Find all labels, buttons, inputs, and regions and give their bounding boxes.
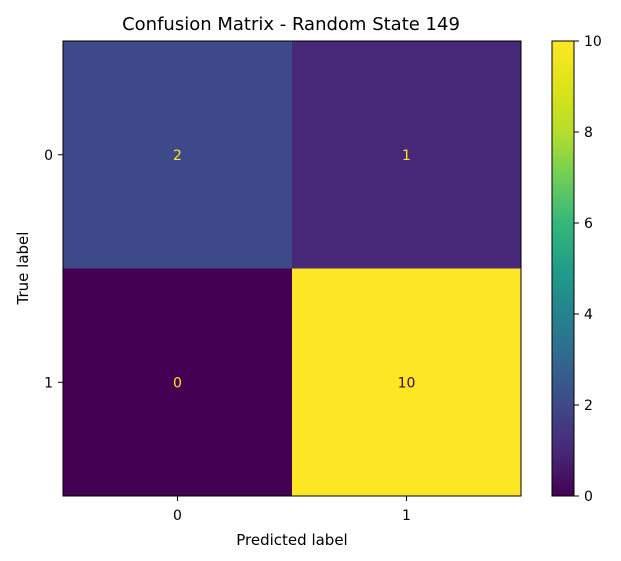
colorbar-ticks: 0 2 4 6 8 10 — [574, 34, 602, 505]
cell-value-label: 10 — [398, 375, 416, 391]
colorbar-tick-label: 6 — [584, 216, 593, 232]
x-tick-label: 1 — [402, 508, 411, 524]
matrix-cell — [63, 268, 292, 496]
cell-value-label: 1 — [402, 148, 411, 164]
matrix-cell — [63, 41, 292, 269]
y-tick-label: 0 — [44, 148, 53, 164]
plot-frame — [62, 40, 522, 497]
y-axis-ticks: 01 — [44, 148, 63, 391]
x-tick-label: 0 — [173, 508, 182, 524]
cell-value-label: 2 — [173, 148, 182, 164]
colorbar-tick-label: 10 — [584, 34, 602, 50]
matrix-cell-labels: 2 10 10 — [173, 148, 415, 392]
y-tick-label: 1 — [44, 375, 53, 391]
colorbar-tick-label: 8 — [584, 125, 593, 141]
colorbar-tick-label: 4 — [584, 307, 593, 323]
matrix-cell — [292, 268, 521, 496]
x-axis-title: Predicted label — [236, 531, 347, 549]
colorbar-tick-label: 0 — [584, 489, 593, 505]
colorbar — [551, 40, 575, 497]
chart-title: Confusion Matrix - Random State 149 — [122, 14, 460, 35]
y-axis-title: True label — [14, 232, 32, 306]
matrix-cells — [63, 41, 521, 496]
matrix-cell — [292, 41, 521, 269]
cell-value-label: 0 — [173, 375, 182, 391]
colorbar-tick-label: 2 — [584, 398, 593, 414]
